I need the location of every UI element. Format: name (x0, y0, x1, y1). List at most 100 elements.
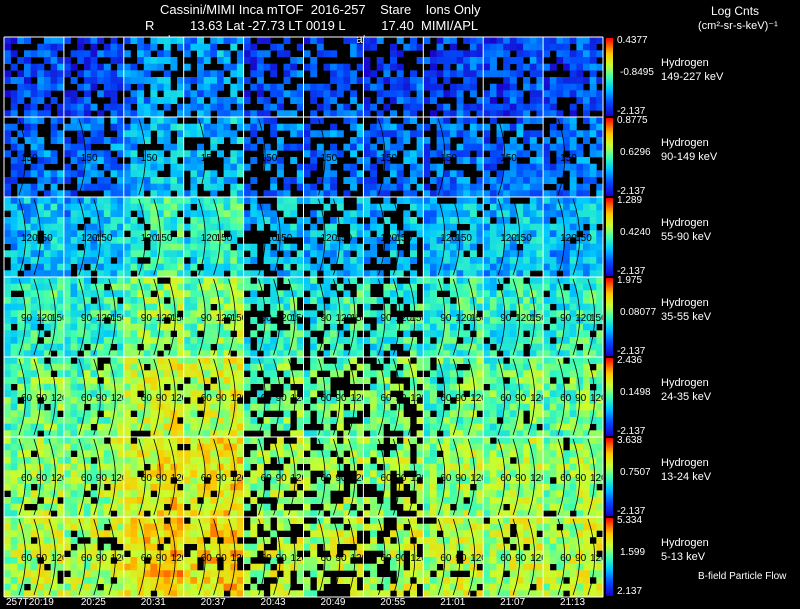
heatmap-panel: 60 90 120 (543, 517, 607, 598)
contour-label: 120 (395, 313, 412, 324)
contour-label: 150 (216, 233, 233, 244)
contour-label: 150 (440, 153, 457, 164)
contour-label: 120 (410, 553, 427, 564)
heatmap-panel (423, 37, 484, 118)
time-tick-label: 20:43 (260, 597, 286, 608)
colorbar-min-label: -2.137 (617, 426, 646, 437)
contour-label: 120 (380, 233, 397, 244)
heatmap-panel: 60 90 120 (63, 517, 128, 598)
colorbar (606, 38, 613, 116)
contour-label: 120 (201, 233, 218, 244)
contour-label: 120 (321, 233, 338, 244)
contour-label: 120 (291, 473, 308, 484)
contour-label: 120 (410, 473, 427, 484)
species-label: Hydrogen (661, 216, 709, 229)
contour-label: 150 (306, 473, 323, 484)
contour-label: 90 (276, 473, 288, 484)
contour-label: 150 (605, 473, 622, 484)
contour-label: 150 (156, 233, 173, 244)
contour-label: 150 (36, 233, 53, 244)
contour-label: 150 (575, 233, 592, 244)
contour-label: 90 (36, 473, 48, 484)
contour-label: 120 (470, 553, 487, 564)
time-tick-label: 20:25 (80, 597, 106, 608)
colorbar-mid-label: 0.7507 (620, 467, 651, 479)
contour-label: 120 (276, 313, 293, 324)
contour-label: 90 (276, 553, 288, 564)
contour-label: 120 (36, 313, 53, 324)
heatmap-panel (123, 37, 184, 118)
heatmap-panel: 150 (243, 117, 304, 198)
contour-label: 120 (455, 313, 472, 324)
contour-label: 60 (560, 473, 572, 484)
contour-label: 60 (81, 473, 93, 484)
contour-label: 90 (96, 473, 108, 484)
colorbar-min-label: -2.137 (617, 106, 646, 117)
contour-label: 60 (261, 473, 273, 484)
contour-label: 90 (96, 393, 108, 404)
contour-label: 60 (321, 553, 333, 564)
energy-range-label: 55-90 keV (661, 230, 712, 243)
heatmap-panel: 60 90 120 (4, 517, 68, 598)
contour-label: 120 (350, 553, 367, 564)
contour-label: 150 (51, 313, 68, 324)
contour-label: 150 (291, 313, 308, 324)
contour-label: 120 (291, 393, 308, 404)
contour-label: 90 (575, 473, 587, 484)
contour-label: 60 (21, 553, 33, 564)
contour-label: 60 (560, 553, 572, 564)
time-tick-label: 21:07 (500, 597, 526, 608)
colorbar-max-label: 1.975 (617, 275, 643, 286)
contour-label: 90 (335, 393, 347, 404)
contour-label: 60 (201, 473, 213, 484)
colorbar-max-label: 0.4377 (617, 35, 648, 46)
contour-label: 120 (261, 233, 278, 244)
heatmap-panel: 150 (63, 117, 125, 198)
contour-label: 150 (306, 393, 323, 404)
contour-label: 150 (231, 313, 248, 324)
colorbar (606, 438, 613, 516)
contour-label: 120 (590, 473, 607, 484)
contour-label: 150 (335, 233, 352, 244)
contour-label: 60 (81, 393, 93, 404)
contour-label: 90 (96, 553, 108, 564)
contour-label: 120 (590, 393, 607, 404)
contour-label: 60 (500, 393, 512, 404)
contour-label: 150 (455, 233, 472, 244)
contour-label: 90 (335, 473, 347, 484)
contour-label: 60 (141, 393, 153, 404)
species-label: Hydrogen (661, 376, 709, 389)
contour-label: 90 (455, 393, 467, 404)
contour-label: 120 (51, 393, 68, 404)
contour-label: 120 (291, 553, 308, 564)
contour-label: 90 (261, 313, 273, 324)
contour-label: 150 (470, 313, 487, 324)
species-label: Hydrogen (661, 296, 709, 309)
colorbar-max-label: 0.8775 (617, 115, 648, 126)
time-tick-label: 20:55 (380, 597, 406, 608)
chart-title: Cassini/MIMI Inca mTOF 2016-257 Stare Io… (160, 2, 481, 17)
contour-label: 60 (261, 553, 273, 564)
time-tick-label: 21:01 (440, 597, 466, 608)
contour-label: 90 (500, 313, 512, 324)
contour-label: 150 (605, 393, 622, 404)
contour-label: 150 (321, 153, 338, 164)
